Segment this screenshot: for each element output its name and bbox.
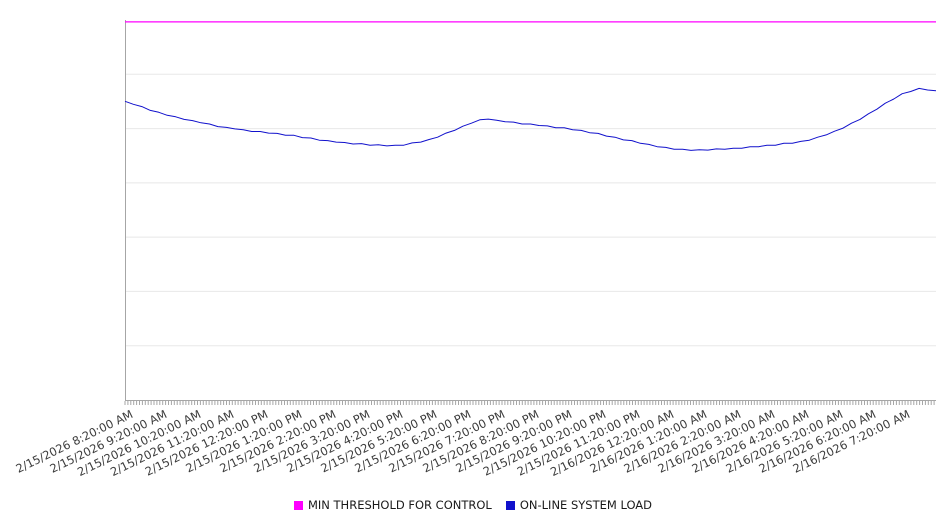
legend: MIN THRESHOLD FOR CONTROL ON-LINE SYSTEM …	[0, 498, 946, 512]
legend-label: MIN THRESHOLD FOR CONTROL	[307, 498, 492, 512]
x-axis-minor-ticks	[124, 401, 935, 405]
legend-item: ON-LINE SYSTEM LOAD	[505, 498, 653, 512]
legend-swatch-icon	[293, 500, 303, 510]
legend-item: MIN THRESHOLD FOR CONTROL	[293, 498, 492, 512]
legend-label: ON-LINE SYSTEM LOAD	[519, 498, 653, 512]
legend-swatch-icon	[505, 500, 515, 510]
series-line-on-line-system-load	[124, 87, 937, 151]
